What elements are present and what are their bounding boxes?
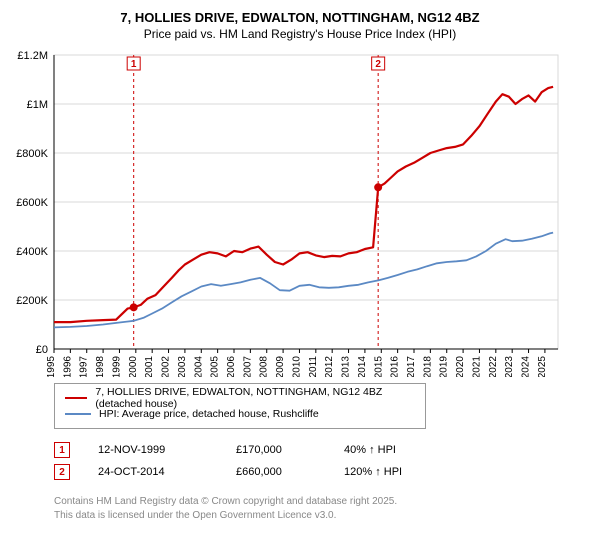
svg-text:2018: 2018 xyxy=(422,356,433,377)
svg-text:2021: 2021 xyxy=(471,356,482,377)
sale-date-1: 12-NOV-1999 xyxy=(98,444,208,456)
svg-text:2004: 2004 xyxy=(193,356,204,377)
svg-text:2005: 2005 xyxy=(210,356,221,377)
sale-marker-2: 2 xyxy=(54,464,70,480)
svg-text:1997: 1997 xyxy=(79,356,90,377)
svg-text:2024: 2024 xyxy=(521,356,532,377)
chart-title: 7, HOLLIES DRIVE, EDWALTON, NOTTINGHAM, … xyxy=(10,10,590,41)
svg-text:£800K: £800K xyxy=(16,148,48,160)
footnote-copyright: Contains HM Land Registry data © Crown c… xyxy=(54,495,590,509)
sale-events: 1 12-NOV-1999 £170,000 40% ↑ HPI 2 24-OC… xyxy=(54,439,590,483)
svg-text:2017: 2017 xyxy=(406,356,417,377)
sale-marker-1: 1 xyxy=(54,442,70,458)
svg-text:2009: 2009 xyxy=(275,356,286,377)
svg-text:£600K: £600K xyxy=(16,197,48,209)
svg-text:2020: 2020 xyxy=(455,356,466,377)
svg-text:2: 2 xyxy=(375,59,381,70)
svg-text:2003: 2003 xyxy=(177,356,188,377)
sale-pct-2: 120% ↑ HPI xyxy=(344,466,434,478)
svg-text:2002: 2002 xyxy=(161,356,172,377)
title-subtitle: Price paid vs. HM Land Registry's House … xyxy=(10,27,590,41)
sale-row-2: 2 24-OCT-2014 £660,000 120% ↑ HPI xyxy=(54,461,590,483)
legend-row-property: 7, HOLLIES DRIVE, EDWALTON, NOTTINGHAM, … xyxy=(65,390,415,406)
svg-text:2015: 2015 xyxy=(373,356,384,377)
sale-date-2: 24-OCT-2014 xyxy=(98,466,208,478)
svg-text:2016: 2016 xyxy=(390,356,401,377)
svg-text:2011: 2011 xyxy=(308,356,319,377)
svg-text:2010: 2010 xyxy=(291,356,302,377)
svg-text:2012: 2012 xyxy=(324,356,335,377)
svg-text:1999: 1999 xyxy=(111,356,122,377)
legend-label-hpi: HPI: Average price, detached house, Rush… xyxy=(99,408,319,420)
legend-swatch-property xyxy=(65,397,87,399)
sale-pct-1: 40% ↑ HPI xyxy=(344,444,434,456)
svg-text:1995: 1995 xyxy=(46,356,57,377)
svg-text:2006: 2006 xyxy=(226,356,237,377)
svg-text:2008: 2008 xyxy=(259,356,270,377)
sale-price-2: £660,000 xyxy=(236,466,316,478)
svg-text:2019: 2019 xyxy=(439,356,450,377)
sale-price-1: £170,000 xyxy=(236,444,316,456)
svg-text:£200K: £200K xyxy=(16,295,48,307)
svg-text:2023: 2023 xyxy=(504,356,515,377)
footnote-licence: This data is licensed under the Open Gov… xyxy=(54,509,590,523)
svg-text:2014: 2014 xyxy=(357,356,368,377)
svg-text:2025: 2025 xyxy=(537,356,548,377)
svg-text:2007: 2007 xyxy=(242,356,253,377)
sale-row-1: 1 12-NOV-1999 £170,000 40% ↑ HPI xyxy=(54,439,590,461)
footnotes: Contains HM Land Registry data © Crown c… xyxy=(54,495,590,523)
svg-text:1998: 1998 xyxy=(95,356,106,377)
title-address: 7, HOLLIES DRIVE, EDWALTON, NOTTINGHAM, … xyxy=(10,10,590,25)
svg-text:1: 1 xyxy=(131,59,137,70)
price-chart: £0 £200K £400K £600K £800K £1M £1.2M 1995 1996 19… xyxy=(10,47,590,377)
legend-label-property: 7, HOLLIES DRIVE, EDWALTON, NOTTINGHAM, … xyxy=(95,386,415,410)
svg-text:2000: 2000 xyxy=(128,356,139,377)
svg-text:£1.2M: £1.2M xyxy=(17,50,48,62)
legend: 7, HOLLIES DRIVE, EDWALTON, NOTTINGHAM, … xyxy=(54,383,426,429)
svg-text:2001: 2001 xyxy=(144,356,155,377)
svg-text:2022: 2022 xyxy=(488,356,499,377)
svg-text:2013: 2013 xyxy=(341,356,352,377)
svg-text:£1M: £1M xyxy=(27,99,48,111)
chart-svg: £0 £200K £400K £600K £800K £1M £1.2M 1995 1996 19… xyxy=(10,47,570,377)
legend-swatch-hpi xyxy=(65,413,91,415)
svg-text:1996: 1996 xyxy=(62,356,73,377)
svg-text:£0: £0 xyxy=(36,344,48,356)
svg-text:£400K: £400K xyxy=(16,246,48,258)
